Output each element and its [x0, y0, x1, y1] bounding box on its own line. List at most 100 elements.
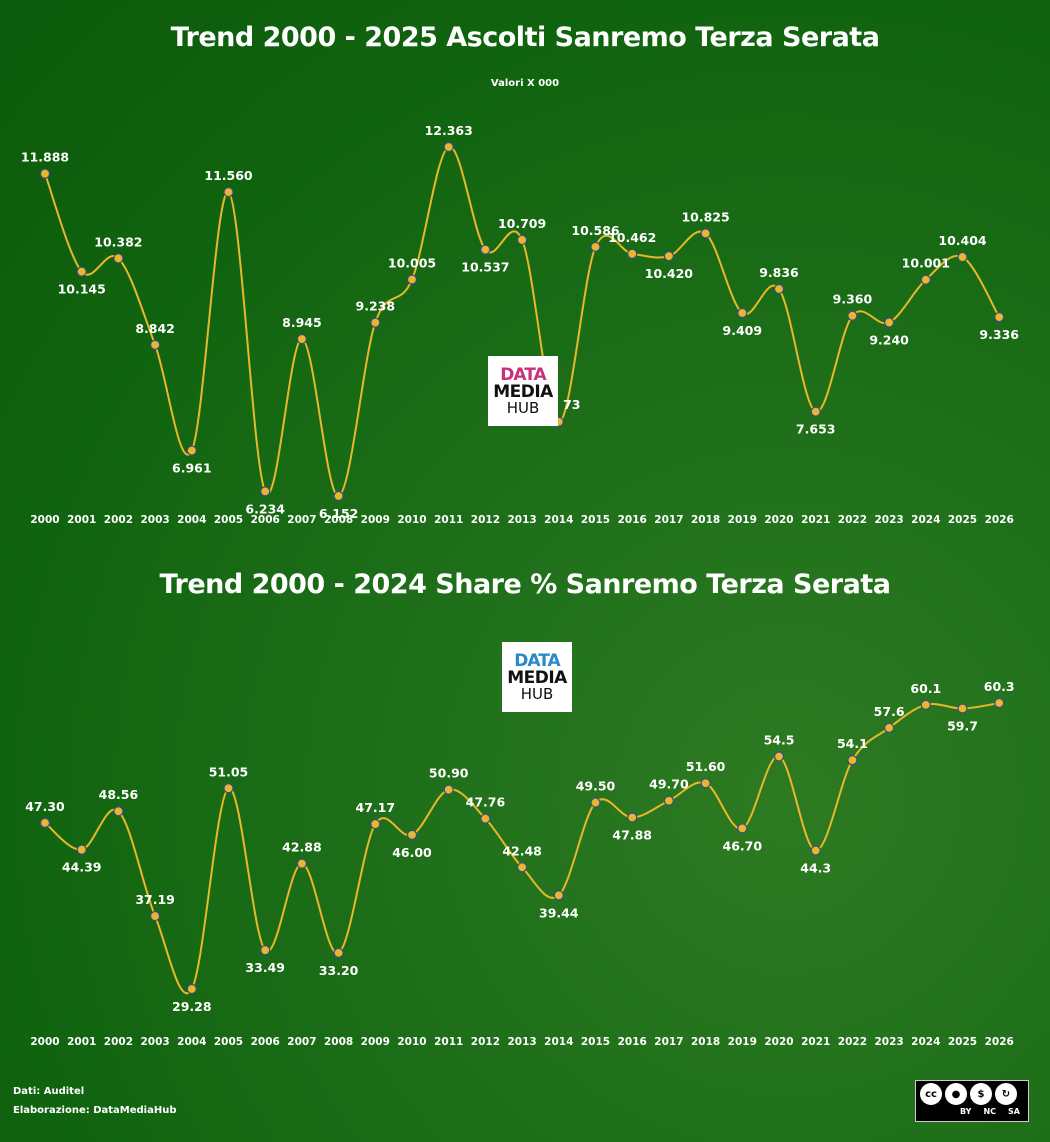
data-label: 54.1: [837, 736, 868, 751]
data-point: [920, 699, 931, 710]
data-label: 10.145: [58, 282, 106, 297]
data-point: [627, 812, 638, 823]
x-tick-label: 2011: [434, 514, 463, 526]
x-tick-label: 2000: [30, 1036, 59, 1048]
logo-data-text: DATA: [514, 650, 560, 671]
data-label: 44.3: [800, 861, 831, 876]
data-point: [223, 783, 234, 794]
license-sa: SA: [1008, 1107, 1020, 1116]
data-label: 47.30: [25, 799, 65, 814]
data-label: 6.234: [245, 501, 285, 516]
license-nc: NC: [983, 1107, 997, 1116]
data-point: [737, 823, 748, 834]
x-tick-label: 2002: [104, 1036, 133, 1048]
data-label: 47.17: [356, 800, 396, 815]
data-point: [406, 829, 418, 840]
logo-hub-text: HUB: [506, 398, 540, 417]
by-person-icon: ●: [945, 1083, 967, 1105]
chart2-title: Trend 2000 - 2024 Share % Sanremo Terza …: [159, 569, 891, 600]
x-tick-label: 2009: [361, 1036, 390, 1048]
data-label: 51.60: [686, 759, 726, 774]
data-label: 51.05: [209, 764, 249, 779]
x-tick-label: 2013: [507, 514, 536, 526]
data-point: [773, 283, 785, 295]
data-label: 49.70: [649, 777, 689, 792]
datamediahub-logo: DATA MEDIA HUB: [488, 356, 558, 426]
chart1-subtitle: Valori X 000: [490, 78, 560, 89]
data-point: [663, 251, 675, 262]
data-point: [296, 858, 307, 869]
x-tick-label: 2000: [30, 514, 59, 526]
data-label: 10.537: [461, 260, 509, 275]
x-tick-label: 2016: [618, 514, 647, 526]
data-point: [920, 274, 931, 285]
x-tick-label: 2006: [251, 1036, 280, 1048]
data-point: [113, 253, 124, 264]
data-point: [994, 697, 1005, 709]
data-label: 39.44: [539, 905, 579, 920]
data-label: 6.152: [319, 506, 359, 521]
data-point: [957, 703, 968, 714]
x-tick-label: 2001: [67, 514, 96, 526]
x-tick-label: 2004: [177, 514, 206, 526]
logo-hub-text: HUB: [520, 684, 554, 703]
data-label: 57.6: [874, 704, 905, 719]
data-point: [957, 251, 968, 263]
data-point: [773, 751, 785, 762]
x-tick-label: 2022: [838, 1036, 867, 1048]
data-point: [480, 244, 491, 255]
data-point: [443, 784, 454, 795]
x-tick-label: 2022: [838, 514, 867, 526]
data-point: [113, 806, 124, 817]
x-tick-label: 2017: [654, 1036, 683, 1048]
data-label: 37.19: [135, 892, 175, 907]
x-tick-label: 2003: [140, 1036, 169, 1048]
data-point: [810, 845, 821, 856]
data-point: [150, 910, 161, 922]
x-tick-label: 2012: [471, 1036, 500, 1048]
x-tick-label: 2019: [728, 514, 757, 526]
data-point: [443, 141, 454, 153]
x-tick-label: 2007: [287, 1036, 316, 1048]
data-point: [76, 266, 87, 277]
data-label: 42.88: [282, 840, 322, 855]
data-point: [627, 248, 638, 259]
data-label: 54.5: [764, 732, 795, 747]
cc-icon: cc: [920, 1083, 942, 1105]
data-label: 73: [563, 397, 580, 412]
data-label: 10.001: [902, 256, 950, 271]
logo-media-text: MEDIA: [493, 381, 553, 402]
x-tick-label: 2008: [324, 1036, 353, 1048]
x-tick-label: 2004: [177, 1036, 206, 1048]
data-label: 10.382: [94, 234, 142, 249]
data-label: 11.560: [204, 168, 253, 183]
data-label: 29.28: [172, 999, 212, 1014]
x-tick-label: 2001: [67, 1036, 96, 1048]
nc-dollar-icon: $: [970, 1083, 992, 1105]
x-tick-label: 2015: [581, 514, 610, 526]
data-point: [810, 406, 821, 417]
x-tick-label: 2024: [911, 514, 940, 526]
chart1-title: Trend 2000 - 2025 Ascolti Sanremo Terza …: [170, 22, 880, 53]
data-point: [76, 844, 87, 855]
data-point: [333, 490, 344, 502]
x-tick-label: 2005: [214, 1036, 243, 1048]
x-tick-label: 2009: [361, 514, 390, 526]
x-tick-label: 2003: [140, 514, 169, 526]
data-label: 9.238: [356, 299, 396, 314]
x-tick-label: 2011: [434, 1036, 463, 1048]
data-label: 11.888: [21, 150, 69, 165]
data-point: [663, 795, 675, 806]
data-label: 49.50: [576, 779, 616, 794]
chart-2: 47.30 44.39 48.56 37.19 29.28 51.05 33.49 42.88…: [25, 679, 1014, 1048]
data-label: 47.88: [612, 828, 652, 843]
data-label: 10.420: [645, 266, 694, 281]
data-point: [186, 983, 197, 995]
data-point: [333, 947, 344, 958]
x-tick-label: 2010: [397, 1036, 426, 1048]
data-label: 48.56: [99, 787, 139, 802]
x-tick-label: 2006: [251, 514, 280, 526]
data-point: [994, 311, 1005, 323]
data-point: [296, 333, 307, 345]
